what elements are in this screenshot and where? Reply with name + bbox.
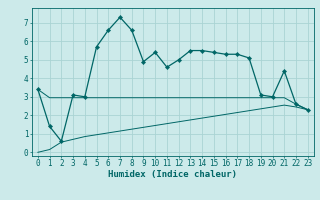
X-axis label: Humidex (Indice chaleur): Humidex (Indice chaleur) xyxy=(108,170,237,179)
